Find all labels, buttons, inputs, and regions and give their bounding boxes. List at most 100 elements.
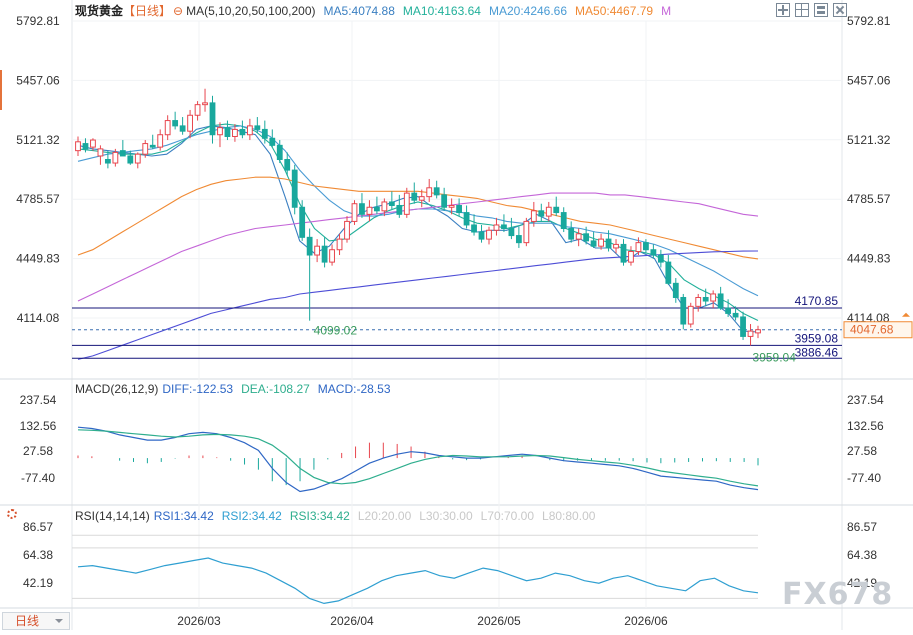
candle-body [381, 201, 388, 212]
ma5-line [77, 125, 759, 333]
candle-body [732, 312, 739, 318]
candle-body [523, 220, 530, 244]
price-tick-right: 5792.81 [847, 14, 891, 28]
candle-body [448, 204, 455, 208]
ma200-line [77, 250, 759, 360]
candle-body [568, 227, 575, 240]
macd-tick-left: 132.56 [20, 419, 57, 433]
timeframe-selector[interactable]: 日线 [2, 612, 70, 630]
candle-body [687, 305, 694, 325]
grid-icon[interactable] [795, 3, 809, 17]
ma20-line [77, 125, 759, 297]
candle-body [388, 201, 395, 206]
price-legend: 现货黄金【日线】 ⊖ MA(5,10,20,50,100,200) MA5:4074.… [75, 4, 679, 18]
candle-body [306, 236, 313, 256]
candle-body [418, 196, 425, 201]
candle-body [299, 206, 306, 238]
candle-body [366, 206, 373, 215]
rsi1-value: RSI1:34.42 [153, 509, 214, 523]
candlestick-series[interactable] [75, 88, 761, 346]
candle-body [463, 212, 470, 226]
candle-body [202, 102, 208, 106]
rsi-tick-right: 42.19 [847, 576, 877, 590]
candle-body [486, 229, 492, 240]
macd-tick-right: 237.54 [847, 393, 884, 407]
macd-dea-value: DEA:-108.27 [241, 382, 310, 396]
macd-tick-right: -77.40 [847, 471, 881, 485]
rsi-tick-left: 42.19 [23, 576, 53, 590]
candle-body [553, 206, 560, 214]
expand-icon[interactable] [776, 3, 790, 17]
candle-body [112, 151, 119, 164]
resistance-label: 4170.85 [795, 294, 839, 308]
rsi-l20: L20:20.00 [357, 509, 412, 523]
rsi-tick-left: 64.38 [23, 548, 53, 562]
candle-body [75, 141, 81, 152]
macd-tick-right: 27.58 [847, 444, 877, 458]
candle-body [508, 227, 515, 237]
ma100-line [77, 192, 759, 302]
candle-body [254, 125, 261, 130]
rsi-tick-left: 86.57 [23, 520, 53, 534]
candle-body [396, 204, 403, 215]
price-tick-right: 5121.32 [847, 133, 891, 147]
candle-body [755, 329, 761, 334]
rsi-series [72, 534, 759, 605]
macd-series [77, 426, 759, 493]
macd-tick-left: 237.54 [20, 393, 57, 407]
price-tick-right: 5457.06 [847, 73, 891, 87]
candle-body [142, 143, 149, 155]
candle-body [635, 242, 642, 252]
candle-body [217, 127, 223, 136]
last-price-box [843, 321, 913, 339]
rsi-l30: L30:30.00 [419, 509, 473, 523]
close-icon[interactable] [833, 3, 847, 17]
ma10-value: MA10:4163.64 [402, 4, 481, 18]
rsi-l70: L70:70.00 [480, 509, 535, 523]
candle-body [194, 104, 201, 116]
layout-icon[interactable] [814, 3, 828, 17]
candle-body [456, 204, 462, 214]
horizontal-price-lines [72, 307, 842, 359]
candle-body [575, 233, 582, 240]
candle-body [82, 143, 89, 150]
candle-body [351, 203, 358, 222]
low-marker-label: 4099.02 [314, 324, 358, 338]
candle-body [127, 155, 134, 164]
price-tick-left: 4114.08 [17, 311, 60, 325]
last-price-arrow-icon [902, 312, 910, 317]
moving-average-lines [77, 123, 759, 360]
candle-body [291, 169, 298, 208]
candle-body [620, 243, 627, 263]
candle-body [224, 127, 231, 137]
candle-body [261, 128, 268, 139]
candle-body [613, 243, 619, 249]
candle-body [187, 114, 193, 132]
rsi3-value: RSI3:34.42 [289, 509, 350, 523]
price-tick-left: 4449.83 [16, 252, 60, 266]
last-price-label: 4047.68 [850, 323, 894, 337]
candle-body [680, 296, 687, 325]
price-tick-left: 5457.06 [16, 73, 60, 87]
candle-body [269, 137, 276, 146]
candle-body [545, 206, 552, 217]
candle-body [179, 125, 186, 132]
candle-body [695, 296, 702, 307]
candle-body [209, 102, 216, 136]
collapse-icon[interactable]: ⊖ [173, 4, 184, 18]
date-tick-label: 2026/05 [477, 614, 521, 628]
candle-body [97, 148, 104, 157]
macd-tick-right: 132.56 [847, 419, 884, 433]
settings-icon[interactable] [7, 509, 17, 519]
candle-body [605, 238, 612, 249]
candle-body [374, 206, 380, 212]
candle-body [90, 139, 96, 148]
date-tick-label: 2026/04 [330, 614, 374, 628]
rsi-tick-right: 86.57 [847, 520, 877, 534]
candle-body [717, 293, 724, 309]
macd-legend: MACD(26,12,9) DIFF:-122.53 DEA:-108.27 MACD… [75, 382, 399, 396]
ma20-value: MA20:4246.66 [488, 4, 568, 18]
grid-lines [72, 20, 842, 608]
candle-body [276, 144, 283, 160]
